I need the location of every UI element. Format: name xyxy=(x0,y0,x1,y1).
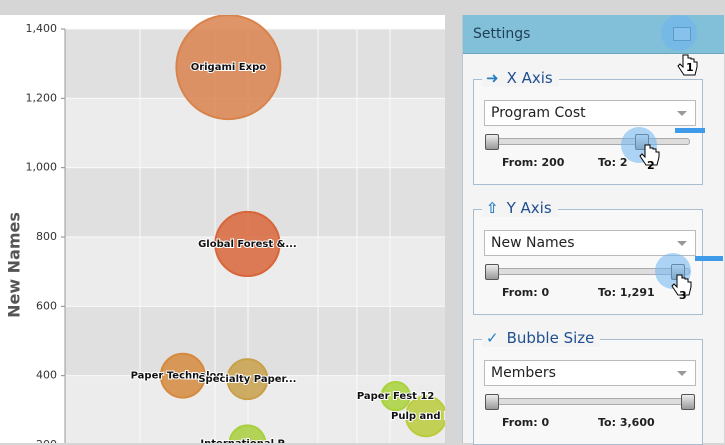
range-from: From: 0 xyxy=(502,286,550,299)
click-highlight xyxy=(661,15,697,51)
chart-area: New Names 200 400 600 800 1,000 1,200 1,400 Ori… xyxy=(0,15,445,443)
slider-handle[interactable] xyxy=(485,394,499,410)
bubble xyxy=(226,358,269,401)
bubble-label: Pulp and P... xyxy=(391,411,445,422)
y-tick-label: 800 xyxy=(36,230,57,243)
cursor xyxy=(639,144,660,166)
arrow xyxy=(695,256,723,261)
slider-handle[interactable] xyxy=(485,264,499,280)
y-tick-label: 1,000 xyxy=(26,161,58,174)
cursor xyxy=(671,274,692,296)
bubble-size-section: ✓ Bubble Size Members From: 0 To: 3,600 xyxy=(473,329,703,445)
bubble-label: Global Forest &... xyxy=(198,239,297,250)
section-title: ➜ X Axis xyxy=(482,69,559,87)
panel-title: Settings xyxy=(473,26,531,42)
section-title-text: Bubble Size xyxy=(506,329,595,347)
y-tick-label: 1,400 xyxy=(26,22,58,35)
y-axis-label: New Names xyxy=(5,212,24,318)
range-from: From: 200 xyxy=(502,156,565,169)
settings-panel: Settings ➜ X Axis Program Cost From: 200 … xyxy=(462,15,724,445)
range-from: From: 0 xyxy=(502,416,550,429)
step-number: 1 xyxy=(686,61,694,74)
y-tick-label: 200 xyxy=(36,438,57,443)
section-title-text: X Axis xyxy=(506,69,553,87)
dropdown[interactable]: Members xyxy=(484,360,696,386)
bubble-label: Origami Expo xyxy=(191,62,267,73)
bubble-label: Paper Fest 12 xyxy=(357,391,435,402)
range-to: To: 1,291 xyxy=(598,286,655,299)
chart: New Names 200 400 600 800 1,000 1,200 1,400 Ori… xyxy=(5,15,445,443)
x-axis-section: ➜ X Axis Program Cost From: 200 To: 2 xyxy=(473,69,703,185)
bubble xyxy=(175,15,282,121)
bubble xyxy=(404,395,445,438)
bubble-label: Paper Technolog... xyxy=(131,371,235,382)
slider[interactable] xyxy=(485,394,695,410)
bubble xyxy=(228,424,267,443)
y-tick-label: 400 xyxy=(36,369,57,382)
y-tick-label: 1,200 xyxy=(26,91,58,104)
section-title: ✓ Bubble Size xyxy=(482,329,601,347)
bubble-label: International P... xyxy=(200,438,294,443)
section-title-text: Y Axis xyxy=(506,199,552,217)
dropdown[interactable]: New Names xyxy=(484,230,696,256)
dropdown-value: Program Cost xyxy=(491,105,586,121)
cursor xyxy=(677,54,698,76)
bubble-label: Specialty Paper... xyxy=(198,374,296,385)
dropdown-value: Members xyxy=(491,365,556,381)
y-tick-label: 600 xyxy=(36,299,57,312)
range-to: To: 3,600 xyxy=(598,416,655,429)
dropdown-value: New Names xyxy=(491,235,575,251)
bubble xyxy=(159,352,206,399)
dropdown[interactable]: Program Cost xyxy=(484,100,696,126)
arrow xyxy=(675,128,705,133)
bubble xyxy=(214,210,281,278)
step-number: 2 xyxy=(647,159,655,172)
range-to: To: 2 xyxy=(598,156,628,169)
slider-handle[interactable] xyxy=(681,394,695,410)
section-title: ⇧ Y Axis xyxy=(482,199,558,217)
slider-handle[interactable] xyxy=(485,134,499,150)
bubble xyxy=(380,380,411,412)
step-number: 3 xyxy=(679,289,687,302)
y-axis-section: ⇧ Y Axis New Names From: 0 To: 1,291 xyxy=(473,199,703,315)
